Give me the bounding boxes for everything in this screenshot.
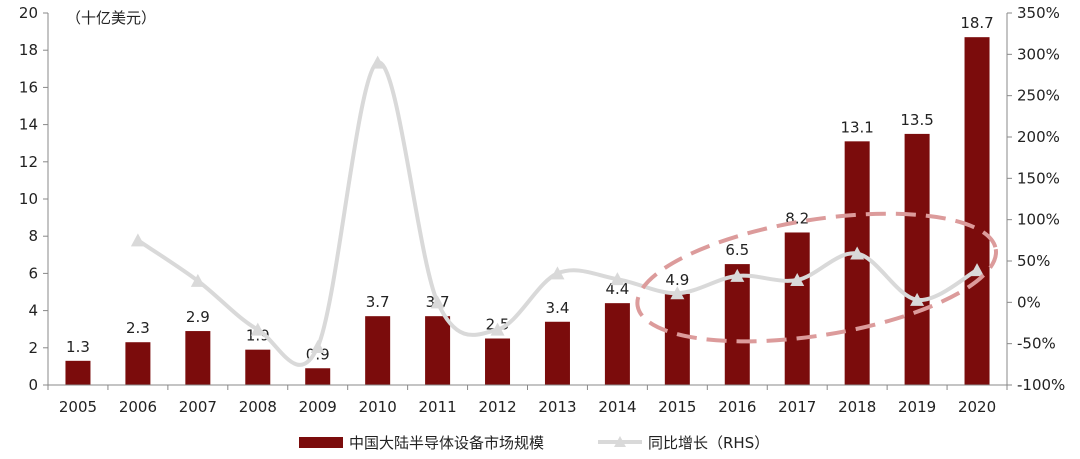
bar-value-label: 2.9 [186, 308, 210, 326]
x-tick-label: 2007 [179, 398, 217, 416]
left-axis-ticks: 0 2 4 6 8 10 12 14 16 18 20 [19, 4, 38, 394]
bar-value-label: 2.3 [126, 319, 150, 337]
left-tick-label: 12 [19, 153, 38, 171]
legend: 中国大陆半导体设备市场规模 同比增长（RHS） [299, 434, 769, 452]
growth-marker [850, 246, 865, 260]
bar [844, 141, 870, 385]
bar [604, 303, 630, 385]
axes [43, 12, 1012, 390]
bar [365, 316, 391, 385]
growth-marker [550, 266, 565, 280]
growth-marker [250, 322, 265, 336]
left-tick-label: 2 [28, 339, 38, 357]
left-tick-label: 6 [28, 264, 38, 282]
bar [485, 338, 511, 385]
right-tick-label: -50% [1017, 335, 1056, 353]
right-tick-label: 150% [1017, 169, 1060, 187]
right-tick-label: 350% [1017, 4, 1060, 22]
x-tick-label: 2016 [718, 398, 756, 416]
bar-value-label: 18.7 [960, 14, 993, 32]
growth-marker [370, 55, 385, 69]
growth-marker [730, 268, 745, 282]
growth-marker [190, 273, 205, 287]
bar-value-label: 4.9 [665, 271, 689, 289]
bar-value-label: 3.4 [546, 299, 570, 317]
unit-label: （十亿美元） [66, 9, 156, 27]
left-tick-label: 4 [28, 302, 38, 320]
left-tick-label: 18 [19, 41, 38, 59]
right-tick-label: 200% [1017, 128, 1060, 146]
left-tick-label: 16 [19, 78, 38, 96]
x-tick-label: 2005 [59, 398, 97, 416]
bar [964, 37, 990, 386]
right-tick-label: 300% [1017, 45, 1060, 63]
bar [724, 264, 750, 385]
bar [544, 321, 570, 385]
bar-value-label: 3.7 [366, 293, 390, 311]
bar [305, 368, 331, 385]
highlight-ellipse [635, 211, 999, 344]
bar [664, 293, 690, 385]
growth-marker [430, 295, 445, 309]
right-tick-label: -100% [1017, 376, 1065, 394]
bar-value-label: 13.1 [840, 118, 873, 136]
left-tick-label: 0 [28, 376, 38, 394]
left-tick-label: 8 [28, 227, 38, 245]
growth-marker [670, 286, 685, 300]
growth-marker [130, 233, 145, 247]
bar [65, 360, 91, 385]
right-tick-label: 100% [1017, 211, 1060, 229]
x-tick-label: 2015 [658, 398, 696, 416]
bar [425, 316, 451, 385]
growth-marker [310, 339, 325, 353]
growth-marker [910, 292, 925, 306]
x-tick-label: 2020 [958, 398, 996, 416]
x-tick-label: 2006 [119, 398, 157, 416]
x-tick-label: 2014 [598, 398, 636, 416]
x-tick-label: 2018 [838, 398, 876, 416]
highlight-dashed-ellipse [635, 211, 999, 344]
bar [245, 349, 271, 385]
bar [784, 232, 810, 385]
bar [904, 133, 930, 385]
bar-value-label: 6.5 [725, 241, 749, 259]
x-tick-label: 2013 [538, 398, 576, 416]
bar [185, 331, 211, 385]
right-tick-label: 0% [1017, 293, 1041, 311]
x-tick-label: 2010 [359, 398, 397, 416]
x-axis-ticks: 2005 2006 2007 2008 2009 2010 2011 2012 2013 2014… [59, 398, 996, 416]
bar [125, 342, 151, 385]
growth-marker [610, 272, 625, 286]
bar-value-label: 1.9 [246, 327, 270, 345]
legend-bar-swatch [299, 437, 343, 448]
left-tick-label: 14 [19, 116, 38, 134]
growth-marker [970, 263, 985, 277]
x-tick-label: 2008 [239, 398, 277, 416]
bar-value-label: 1.3 [66, 338, 90, 356]
x-tick-label: 2011 [419, 398, 457, 416]
right-tick-label: 50% [1017, 252, 1050, 270]
legend-bar-label: 中国大陆半导体设备市场规模 [349, 434, 544, 452]
x-tick-label: 2017 [778, 398, 816, 416]
growth-marker [490, 322, 505, 336]
right-axis-ticks: -100% -50% 0% 50% 100% 150% 200% 250% 300% 350% [1017, 4, 1065, 394]
bar-value-label: 13.5 [900, 111, 933, 129]
x-tick-label: 2009 [299, 398, 337, 416]
legend-line-marker [614, 436, 626, 447]
left-tick-label: 10 [19, 190, 38, 208]
left-tick-label: 20 [19, 4, 38, 22]
bar-series [65, 37, 990, 386]
growth-marker [790, 273, 805, 287]
x-tick-label: 2012 [478, 398, 516, 416]
growth-line-series [130, 55, 985, 367]
legend-line-label: 同比增长（RHS） [648, 434, 769, 452]
right-tick-label: 250% [1017, 87, 1060, 105]
x-tick-label: 2019 [898, 398, 936, 416]
